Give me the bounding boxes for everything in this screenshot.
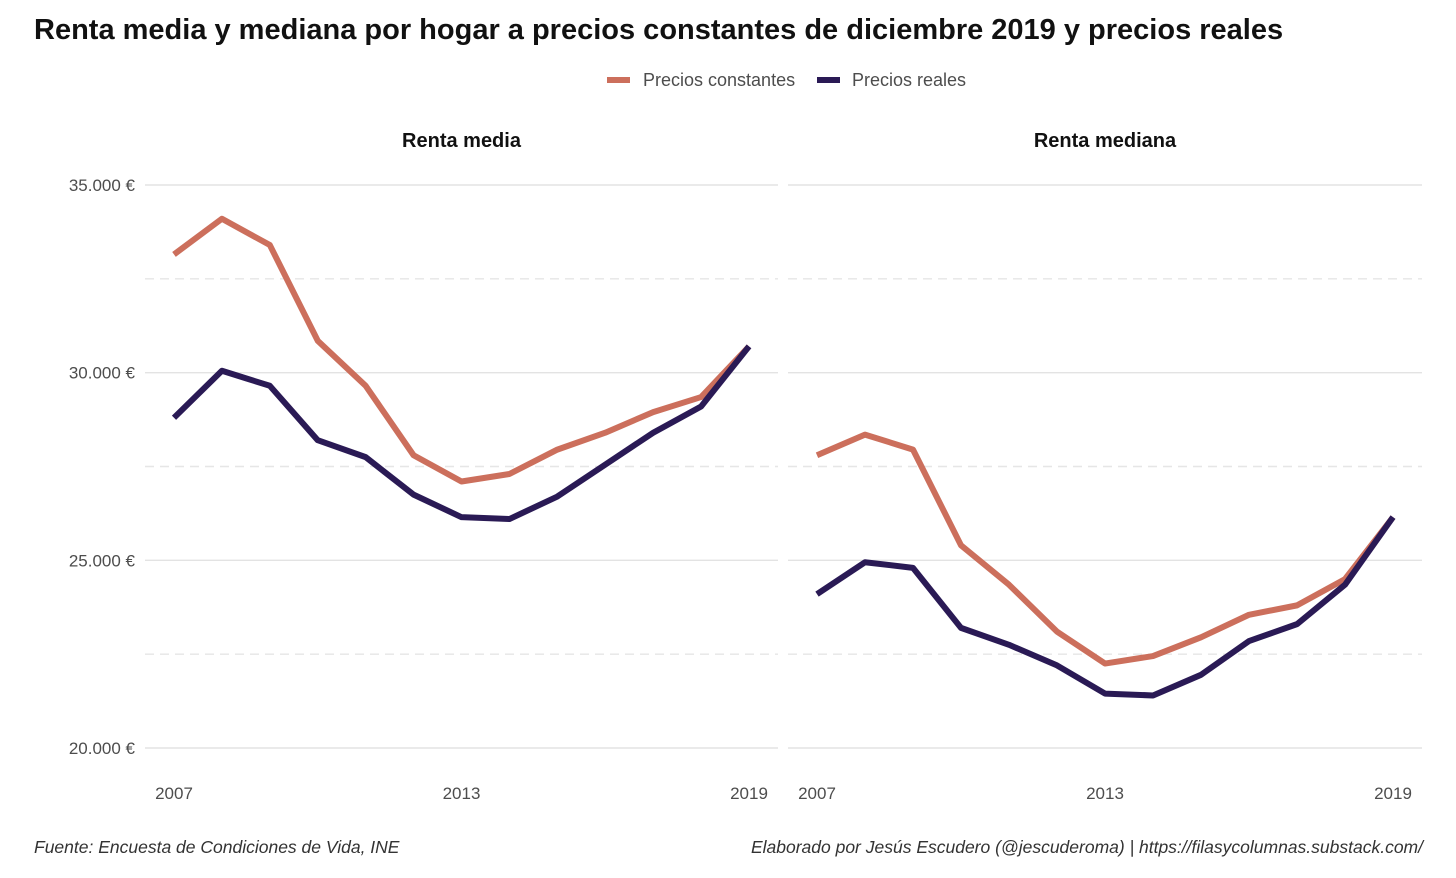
x-tick-label: 2013 — [443, 784, 481, 803]
panel-renta-mediana: Renta mediana 2007 2013 2019 — [788, 130, 1422, 803]
line-precios-reales-renta-media — [171, 344, 752, 523]
legend: Precios constantes Precios reales — [607, 70, 966, 90]
line-precios-reales-renta-mediana — [815, 515, 1396, 699]
facet-title-renta-media: Renta media — [402, 130, 522, 152]
y-tick-label: 25.000 € — [69, 551, 136, 570]
legend-label-precios-constantes: Precios constantes — [643, 70, 795, 90]
x-tick-label: 2019 — [1374, 784, 1412, 803]
x-tick-label: 2013 — [1086, 784, 1124, 803]
line-precios-constantes-renta-mediana — [815, 431, 1396, 667]
panel-renta-media: Renta media 20.000 € 25.000 € 30.000 € 35.00… — [69, 130, 778, 803]
chart-panels: Renta media 20.000 € 25.000 € 30.000 € 35.00… — [69, 130, 1422, 803]
caption-source: Fuente: Encuesta de Condiciones de Vida,… — [34, 837, 400, 857]
caption-author: Elaborado por Jesús Escudero (@jescudero… — [751, 837, 1425, 857]
chart-title: Renta media y mediana por hogar a precio… — [34, 14, 1283, 46]
facet-title-renta-mediana: Renta mediana — [1034, 130, 1177, 152]
y-tick-label: 20.000 € — [69, 739, 136, 758]
line-precios-constantes-renta-media — [172, 215, 752, 485]
y-tick-label: 35.000 € — [69, 176, 136, 195]
x-tick-label: 2007 — [155, 784, 193, 803]
legend-label-precios-reales: Precios reales — [852, 70, 966, 90]
y-tick-label: 30.000 € — [69, 364, 136, 383]
x-tick-label: 2007 — [798, 784, 836, 803]
x-tick-label: 2019 — [730, 784, 768, 803]
